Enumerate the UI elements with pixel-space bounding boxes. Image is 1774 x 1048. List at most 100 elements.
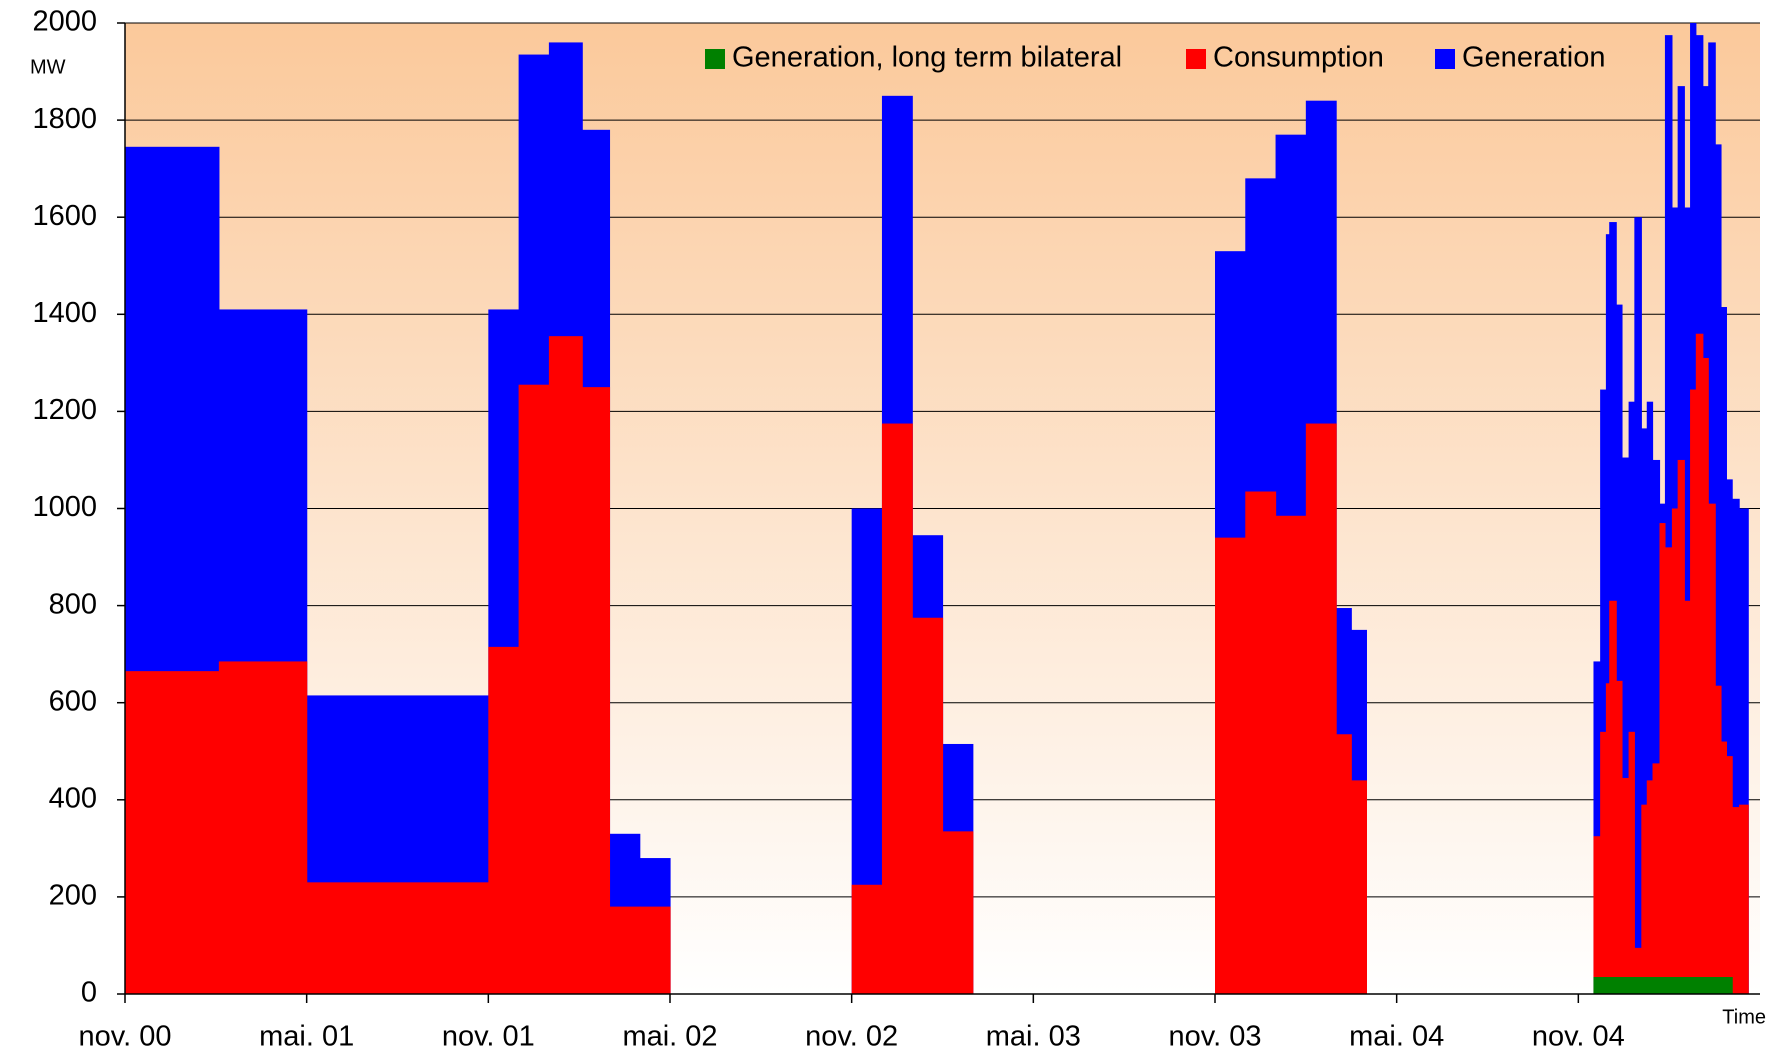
step-bar <box>306 882 489 994</box>
legend-swatch <box>705 49 725 69</box>
step-bar <box>1715 685 1722 994</box>
y-tick-label: 200 <box>49 880 97 912</box>
step-bar <box>851 884 883 994</box>
y-tick-label: 1800 <box>32 103 97 135</box>
x-axis-label: Time <box>1722 1006 1766 1028</box>
step-bar <box>1593 661 1601 994</box>
y-tick-label: 1400 <box>32 297 97 329</box>
y-unit: MW <box>30 56 66 78</box>
step-bar <box>1600 389 1607 994</box>
step-bar <box>1621 777 1630 994</box>
step-bar <box>488 646 520 994</box>
step-bar <box>1715 144 1722 994</box>
step-bar <box>1702 977 1709 994</box>
step-bar <box>1715 977 1722 994</box>
legend-label: Generation <box>1462 42 1606 74</box>
x-tick-label: nov. 04 <box>1532 1021 1625 1048</box>
step-bar <box>1739 508 1749 994</box>
step-bar <box>1616 977 1623 994</box>
step-bar <box>1351 780 1367 994</box>
step-bar <box>1305 423 1337 995</box>
step-bar <box>1641 977 1648 994</box>
step-bar <box>1621 977 1630 994</box>
step-bar <box>1336 734 1352 994</box>
step-bar <box>1652 763 1661 994</box>
step-bar <box>609 906 641 994</box>
x-tick-label: mai. 03 <box>986 1021 1081 1048</box>
step-bar <box>218 661 308 994</box>
step-bar <box>1690 389 1697 994</box>
step-bar <box>1605 683 1610 994</box>
legend-swatch <box>1186 49 1206 69</box>
x-tick-label: nov. 03 <box>1169 1021 1262 1048</box>
legend-label: Consumption <box>1213 42 1384 74</box>
step-bar <box>1646 401 1654 994</box>
step-bar <box>1690 977 1697 994</box>
x-tick-label: mai. 04 <box>1349 1021 1444 1048</box>
step-bar <box>1695 977 1704 994</box>
step-bar <box>1275 515 1307 994</box>
step-bar <box>548 336 583 995</box>
step-bar <box>1720 741 1727 994</box>
step-bar <box>1593 977 1601 994</box>
step-bar <box>1739 804 1749 994</box>
step-bar <box>1646 977 1654 994</box>
step-bar <box>1702 357 1709 994</box>
step-bar <box>1671 508 1679 994</box>
x-tick-label: nov. 01 <box>442 1021 535 1048</box>
y-tick-label: 1600 <box>32 200 97 232</box>
step-bar <box>1732 807 1740 994</box>
step-bar <box>1726 479 1733 994</box>
step-bar <box>1628 401 1635 994</box>
step-bar <box>1726 977 1733 994</box>
y-tick-label: 800 <box>49 588 97 620</box>
step-bar <box>582 387 611 994</box>
step-bar <box>1600 731 1607 994</box>
step-bar <box>1695 333 1704 995</box>
legend-label: Generation, long term bilateral <box>732 42 1122 74</box>
step-bar <box>942 831 974 994</box>
y-tick-label: 600 <box>49 685 97 717</box>
step-bar <box>1600 977 1607 994</box>
step-bar <box>1708 503 1716 994</box>
step-bar <box>1634 947 1642 994</box>
y-tick-label: 1000 <box>32 491 97 523</box>
y-tick-label: 400 <box>49 782 97 814</box>
y-tick-label: 2000 <box>32 6 97 38</box>
step-bar <box>1726 756 1733 994</box>
step-bar <box>1616 304 1623 995</box>
step-bar <box>1652 977 1661 994</box>
step-bar <box>1659 977 1666 994</box>
step-bar <box>1659 523 1666 994</box>
step-bar <box>1634 217 1642 994</box>
step-bar <box>1646 780 1654 994</box>
step-bar <box>1652 459 1661 994</box>
step-bar <box>1605 234 1610 994</box>
step-bar <box>1593 836 1601 994</box>
step-bar <box>1616 680 1623 994</box>
step-bar <box>1641 804 1648 994</box>
step-bar <box>125 671 220 994</box>
x-tick-label: mai. 01 <box>259 1021 354 1048</box>
legend-swatch <box>1435 49 1455 69</box>
step-bar <box>1677 459 1685 994</box>
step-bar <box>1609 600 1617 994</box>
step-bar <box>1628 977 1635 994</box>
x-tick-label: nov. 00 <box>79 1021 172 1048</box>
step-bar <box>639 906 671 994</box>
step-bar <box>1245 491 1277 994</box>
step-bar <box>1664 977 1673 994</box>
step-bar <box>518 384 550 994</box>
step-bar <box>1720 977 1727 994</box>
step-bar <box>1677 977 1685 994</box>
step-bar <box>1634 977 1642 994</box>
step-bar <box>1720 307 1727 995</box>
step-bar <box>1684 977 1691 994</box>
step-bar <box>1641 428 1648 995</box>
step-bar <box>1684 600 1691 994</box>
x-tick-label: mai. 02 <box>622 1021 717 1048</box>
step-bar <box>1664 35 1673 994</box>
step-bar <box>1215 537 1246 994</box>
step-bar <box>912 617 944 994</box>
